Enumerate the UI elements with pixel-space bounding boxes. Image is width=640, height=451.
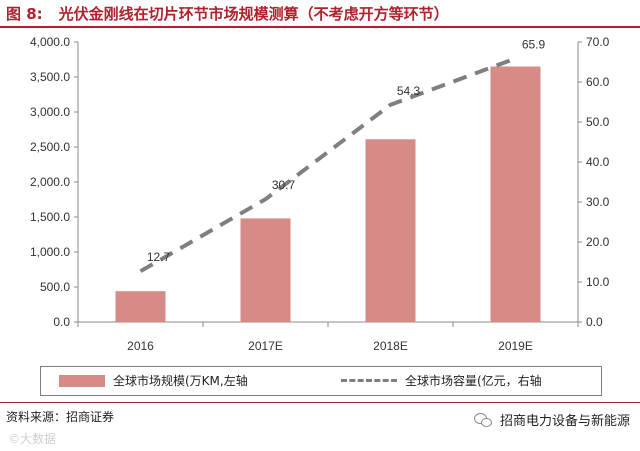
y-left-tick-label: 3,500.0	[30, 70, 70, 84]
x-tick-label: 2018E	[373, 339, 408, 353]
legend-item-line: 全球市场容量(亿元，右轴	[341, 372, 542, 389]
watermark: ©大数据	[8, 432, 57, 446]
y-left-tick-label: 2,500.0	[30, 140, 70, 154]
title-divider	[0, 26, 640, 28]
y-right-tick-label: 0.0	[586, 315, 603, 329]
figure-title-bar: 图 8: 光伏金刚线在切片环节市场规模测算（不考虑开方等环节）	[0, 0, 640, 26]
y-left-tick-label: 4,000.0	[30, 35, 70, 49]
x-tick-label: 2017E	[248, 339, 283, 353]
y-right-tick-label: 60.0	[586, 75, 610, 89]
bar	[365, 139, 416, 322]
y-right-tick-label: 20.0	[586, 235, 610, 249]
x-tick-label: 2019E	[498, 339, 533, 353]
figure-label: 图 8:	[6, 4, 43, 23]
y-right-tick-label: 70.0	[586, 35, 610, 49]
source-note: 资料来源：招商证券	[6, 410, 115, 424]
data-label: 12.7	[147, 250, 171, 264]
y-left-tick-label: 0.0	[53, 315, 70, 329]
bar	[240, 218, 291, 322]
data-label: 30.7	[272, 178, 296, 192]
legend-label-bar: 全球市场规模(万KM,左轴	[113, 374, 248, 388]
legend-item-bar: 全球市场规模(万KM,左轴	[59, 372, 248, 389]
data-label: 54.3	[397, 84, 421, 98]
y-right-tick-label: 30.0	[586, 195, 610, 209]
y-left-tick-label: 2,000.0	[30, 175, 70, 189]
y-left-tick-label: 500.0	[40, 280, 70, 294]
wechat-icon	[473, 412, 492, 427]
y-left-tick-label: 1,500.0	[30, 210, 70, 224]
y-right-tick-label: 10.0	[586, 275, 610, 289]
x-tick-label: 2016	[127, 339, 154, 353]
brand: 招商电力设备与新能源	[473, 410, 630, 429]
data-label: 65.9	[522, 37, 546, 51]
bar	[115, 291, 166, 322]
footer-divider	[0, 402, 640, 403]
legend-swatch-line	[341, 379, 397, 382]
chart-canvas: 0.0 500.0 1,000.0 1,500.0 2,000.0 2,500.0 3,00…	[30, 35, 610, 353]
y-right-tick-label: 50.0	[586, 115, 610, 129]
figure-title: 光伏金刚线在切片环节市场规模测算（不考虑开方等环节）	[58, 4, 449, 23]
chart-legend: 全球市场规模(万KM,左轴 全球市场容量(亿元，右轴	[40, 366, 602, 396]
bar	[490, 66, 541, 322]
y-left-tick-label: 3,000.0	[30, 105, 70, 119]
y-left-tick-label: 1,000.0	[30, 245, 70, 259]
series-line	[139, 56, 517, 273]
y-right-tick-label: 40.0	[586, 155, 610, 169]
legend-label-line: 全球市场容量(亿元，右轴	[405, 374, 542, 388]
brand-name: 招商电力设备与新能源	[499, 414, 630, 429]
legend-swatch-bar	[59, 374, 105, 387]
